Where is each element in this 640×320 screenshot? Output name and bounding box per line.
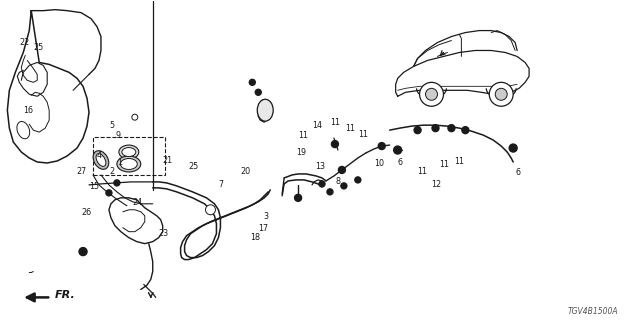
- Text: 16: 16: [23, 106, 33, 115]
- Text: 11: 11: [298, 131, 308, 140]
- Circle shape: [426, 88, 438, 100]
- Circle shape: [255, 89, 261, 95]
- Text: 11: 11: [454, 157, 465, 166]
- Text: 19: 19: [296, 148, 306, 156]
- Circle shape: [355, 177, 361, 183]
- Text: 11: 11: [440, 160, 449, 170]
- Bar: [93, 137, 164, 175]
- Ellipse shape: [96, 154, 106, 166]
- Text: 3: 3: [263, 212, 268, 221]
- Text: 7: 7: [218, 180, 223, 189]
- Ellipse shape: [119, 145, 139, 159]
- Circle shape: [462, 127, 469, 134]
- Circle shape: [319, 181, 325, 187]
- Text: 22: 22: [19, 38, 29, 47]
- Text: 17: 17: [259, 224, 268, 233]
- Circle shape: [250, 79, 255, 85]
- Ellipse shape: [122, 148, 136, 156]
- Circle shape: [79, 248, 86, 255]
- Circle shape: [79, 248, 87, 256]
- Text: 13: 13: [315, 163, 325, 172]
- Text: 11: 11: [345, 124, 355, 132]
- Circle shape: [414, 127, 421, 134]
- Text: 6: 6: [515, 168, 520, 178]
- Circle shape: [509, 144, 517, 152]
- Text: 5: 5: [109, 121, 114, 130]
- Text: 26: 26: [81, 208, 91, 217]
- Ellipse shape: [93, 151, 109, 169]
- Text: 11: 11: [330, 118, 340, 127]
- Text: 24: 24: [133, 198, 143, 207]
- Ellipse shape: [257, 99, 273, 121]
- Text: 15: 15: [89, 182, 99, 191]
- Text: 11: 11: [417, 167, 428, 176]
- Text: 14: 14: [312, 121, 322, 130]
- Ellipse shape: [17, 122, 29, 139]
- Circle shape: [432, 125, 439, 132]
- Circle shape: [489, 82, 513, 106]
- Text: 23: 23: [159, 229, 169, 238]
- Ellipse shape: [117, 156, 141, 172]
- Text: 21: 21: [163, 156, 173, 164]
- Circle shape: [294, 194, 301, 201]
- Circle shape: [341, 183, 347, 189]
- Circle shape: [114, 180, 120, 186]
- Circle shape: [495, 88, 507, 100]
- Text: 11: 11: [358, 130, 368, 139]
- Text: 6: 6: [397, 158, 403, 167]
- Text: 25: 25: [33, 43, 44, 52]
- Circle shape: [332, 140, 339, 148]
- Text: 18: 18: [250, 233, 260, 242]
- Text: 4: 4: [97, 150, 102, 160]
- Circle shape: [378, 143, 385, 149]
- Circle shape: [448, 125, 455, 132]
- Text: 9: 9: [116, 131, 121, 140]
- Text: 2: 2: [109, 167, 114, 176]
- Text: 20: 20: [241, 167, 250, 176]
- Text: 27: 27: [76, 167, 86, 176]
- Circle shape: [420, 82, 444, 106]
- Circle shape: [327, 189, 333, 195]
- Circle shape: [339, 166, 346, 173]
- Text: TGV4B1500A: TGV4B1500A: [568, 307, 619, 316]
- Ellipse shape: [120, 158, 138, 170]
- Circle shape: [394, 146, 402, 154]
- Text: 1: 1: [117, 158, 122, 167]
- Text: 8: 8: [336, 177, 341, 187]
- Circle shape: [205, 205, 216, 215]
- Circle shape: [295, 195, 301, 201]
- Text: 12: 12: [431, 180, 442, 189]
- Text: 10: 10: [374, 159, 384, 169]
- Text: FR.: FR.: [55, 291, 76, 300]
- Circle shape: [132, 114, 138, 120]
- Text: 25: 25: [189, 163, 199, 172]
- Circle shape: [106, 190, 112, 196]
